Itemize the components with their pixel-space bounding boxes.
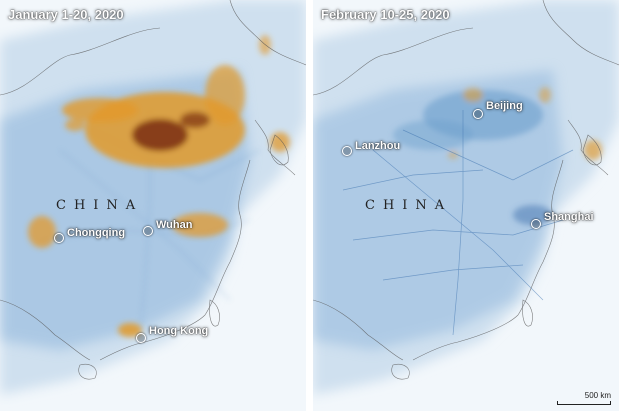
city-label: Chongqing xyxy=(67,227,126,239)
circle-marker-icon xyxy=(342,146,352,156)
scale-bar-line xyxy=(557,401,611,405)
city-marker-chongqing: Chongqing xyxy=(54,227,125,243)
country-label: CHINA xyxy=(56,198,144,213)
panel-divider xyxy=(306,0,313,411)
city-label: Hong Kong xyxy=(149,325,209,337)
circle-marker-icon xyxy=(136,333,146,343)
city-label: Shanghai xyxy=(544,211,594,223)
scale-bar: 500 km xyxy=(557,391,611,405)
circle-marker-icon xyxy=(143,226,153,236)
city-marker-shanghai: Shanghai xyxy=(531,211,594,229)
circle-marker-icon xyxy=(54,233,64,243)
map-panel-january: January 1-20, 2020 CHINA Chongqing Wuhan… xyxy=(0,0,306,411)
panel-title: January 1-20, 2020 xyxy=(8,7,124,22)
circle-marker-icon xyxy=(473,109,483,119)
no2-map-january xyxy=(0,0,306,411)
city-marker-beijing: Beijing xyxy=(473,100,523,119)
scale-bar-label: 500 km xyxy=(584,391,611,400)
city-marker-wuhan: Wuhan xyxy=(143,219,192,236)
panel-title: February 10-25, 2020 xyxy=(321,7,450,22)
city-label: Lanzhou xyxy=(355,140,401,152)
map-panel-february: February 10-25, 2020 CHINA Beijing Lanzh… xyxy=(313,0,619,411)
circle-marker-icon xyxy=(531,219,541,229)
no2-map-february xyxy=(313,0,619,411)
city-marker-hong-kong: Hong Kong xyxy=(136,325,208,343)
city-marker-lanzhou: Lanzhou xyxy=(342,140,400,156)
country-label: CHINA xyxy=(365,198,453,213)
city-label: Wuhan xyxy=(156,219,193,231)
city-label: Beijing xyxy=(486,100,523,112)
